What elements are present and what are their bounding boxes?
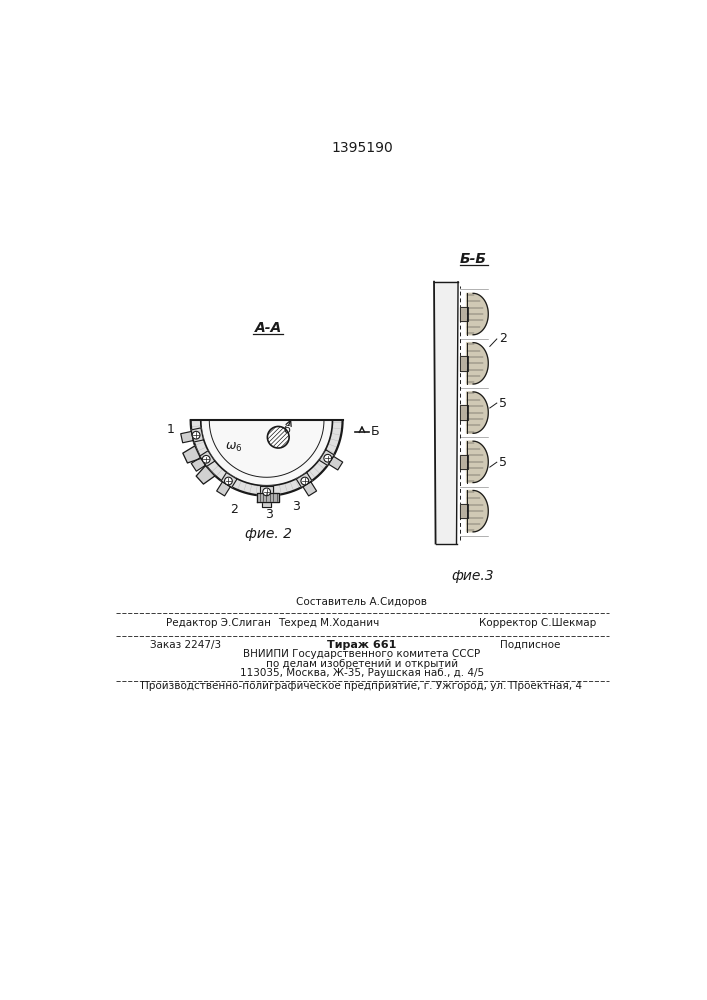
Polygon shape xyxy=(262,496,271,507)
Polygon shape xyxy=(467,490,489,532)
Polygon shape xyxy=(181,431,193,443)
Text: Редактор Э.Слиган: Редактор Э.Слиган xyxy=(166,618,271,628)
Polygon shape xyxy=(434,282,458,544)
Text: 3: 3 xyxy=(265,508,273,521)
Text: 1395190: 1395190 xyxy=(331,141,393,155)
Circle shape xyxy=(301,477,309,485)
Polygon shape xyxy=(191,420,343,496)
Text: Тираж 661: Тираж 661 xyxy=(327,640,397,650)
Text: $\omega_6$: $\omega_6$ xyxy=(226,441,243,454)
Text: Производственно-полиграфическое предприятие, г. Ужгород, ул. Проектная, 4: Производственно-полиграфическое предприя… xyxy=(141,681,583,691)
Text: 3: 3 xyxy=(292,500,300,513)
Text: Техред М.Ходанич: Техред М.Ходанич xyxy=(278,618,379,628)
Polygon shape xyxy=(296,473,312,488)
Text: А-А: А-А xyxy=(255,321,282,335)
Polygon shape xyxy=(191,428,204,442)
Text: Заказ 2247/3: Заказ 2247/3 xyxy=(151,640,221,650)
Text: по делам изобретений и открытий: по делам изобретений и открытий xyxy=(266,659,458,669)
Text: 113035, Москва, Ж-35, Раушская наб., д. 4/5: 113035, Москва, Ж-35, Раушская наб., д. … xyxy=(240,668,484,678)
Polygon shape xyxy=(467,343,489,384)
Circle shape xyxy=(324,454,332,462)
Text: 5: 5 xyxy=(499,397,507,410)
Polygon shape xyxy=(467,392,489,433)
Text: 2: 2 xyxy=(230,503,238,516)
Polygon shape xyxy=(221,473,237,488)
Polygon shape xyxy=(303,482,317,496)
Text: Б: Б xyxy=(370,425,379,438)
Circle shape xyxy=(192,431,200,439)
Polygon shape xyxy=(216,482,230,496)
Polygon shape xyxy=(467,293,489,335)
Polygon shape xyxy=(196,466,215,484)
Text: Корректор С.Шекмар: Корректор С.Шекмар xyxy=(479,618,597,628)
Text: 2: 2 xyxy=(499,332,507,345)
Polygon shape xyxy=(460,356,468,371)
Circle shape xyxy=(225,477,233,485)
Text: фие. 2: фие. 2 xyxy=(245,527,292,541)
Text: 1: 1 xyxy=(167,423,175,436)
Polygon shape xyxy=(460,307,468,321)
Polygon shape xyxy=(257,493,279,502)
Circle shape xyxy=(202,455,210,463)
Polygon shape xyxy=(319,450,334,466)
Polygon shape xyxy=(460,405,468,420)
Text: ВНИИПИ Государственного комитета СССР: ВНИИПИ Государственного комитета СССР xyxy=(243,649,481,659)
Polygon shape xyxy=(260,486,273,496)
Polygon shape xyxy=(199,451,215,467)
Circle shape xyxy=(263,488,271,496)
Text: Б-Б: Б-Б xyxy=(460,252,486,266)
Text: б: б xyxy=(284,425,291,435)
Polygon shape xyxy=(183,446,201,463)
Text: 5: 5 xyxy=(499,456,507,469)
Polygon shape xyxy=(460,455,468,469)
Text: Составитель А.Сидоров: Составитель А.Сидоров xyxy=(296,597,428,607)
Text: Подписное: Подписное xyxy=(500,640,561,650)
Polygon shape xyxy=(329,456,343,470)
Polygon shape xyxy=(467,441,489,483)
Circle shape xyxy=(267,426,289,448)
Polygon shape xyxy=(201,420,332,486)
Polygon shape xyxy=(460,504,468,518)
Polygon shape xyxy=(192,458,206,471)
Text: фие.3: фие.3 xyxy=(452,569,494,583)
